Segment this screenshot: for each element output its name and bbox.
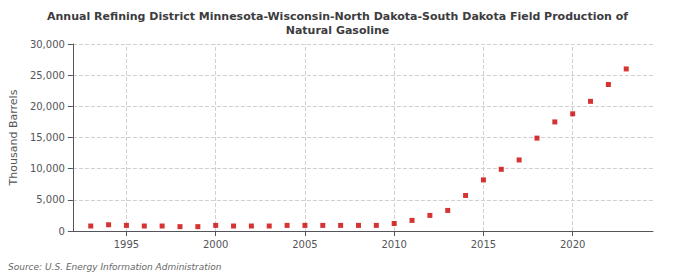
svg-text:2005: 2005 <box>292 239 317 250</box>
svg-text:Source: U.S. Energy Informatio: Source: U.S. Energy Information Administ… <box>8 262 222 272</box>
svg-text:2020: 2020 <box>560 239 585 250</box>
svg-text:1995: 1995 <box>114 239 139 250</box>
svg-text:5,000: 5,000 <box>36 194 65 205</box>
svg-text:20,000: 20,000 <box>30 101 65 112</box>
svg-text:Natural Gasoline: Natural Gasoline <box>286 24 390 37</box>
svg-text:0: 0 <box>59 226 65 237</box>
svg-text:25,000: 25,000 <box>30 70 65 81</box>
svg-text:30,000: 30,000 <box>30 39 65 50</box>
svg-text:15,000: 15,000 <box>30 132 65 143</box>
svg-text:2000: 2000 <box>203 239 228 250</box>
svg-text:Thousand Barrels: Thousand Barrels <box>7 89 20 186</box>
svg-text:2015: 2015 <box>471 239 496 250</box>
svg-text:10,000: 10,000 <box>30 163 65 174</box>
svg-text:2010: 2010 <box>381 239 406 250</box>
svg-text:Annual Refining District Minne: Annual Refining District Minnesota-Wisco… <box>47 10 628 23</box>
